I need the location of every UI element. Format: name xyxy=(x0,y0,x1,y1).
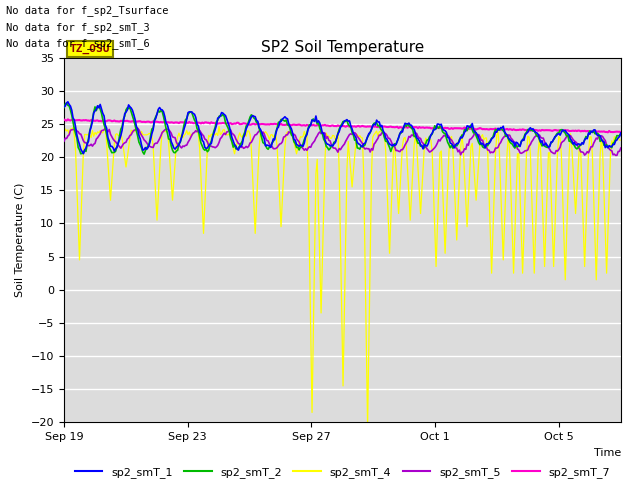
Text: TZ_OSU: TZ_OSU xyxy=(70,44,110,54)
Text: No data for f_sp2_smT_3: No data for f_sp2_smT_3 xyxy=(6,22,150,33)
Y-axis label: Soil Temperature (C): Soil Temperature (C) xyxy=(15,183,25,297)
Legend: sp2_smT_1, sp2_smT_2, sp2_smT_4, sp2_smT_5, sp2_smT_7: sp2_smT_1, sp2_smT_2, sp2_smT_4, sp2_smT… xyxy=(70,463,614,480)
Title: SP2 Soil Temperature: SP2 Soil Temperature xyxy=(260,40,424,55)
X-axis label: Time: Time xyxy=(593,448,621,457)
Text: No data for f_sp2_Tsurface: No data for f_sp2_Tsurface xyxy=(6,5,169,16)
Text: No data for f_sp2_smT_6: No data for f_sp2_smT_6 xyxy=(6,38,150,49)
